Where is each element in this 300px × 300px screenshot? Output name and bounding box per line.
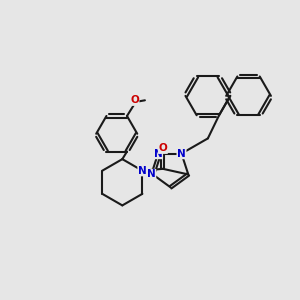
Text: N: N xyxy=(147,169,156,179)
Text: N: N xyxy=(154,148,162,159)
Text: O: O xyxy=(158,143,167,153)
Text: N: N xyxy=(138,166,147,176)
Text: N: N xyxy=(177,148,186,159)
Text: O: O xyxy=(130,95,139,105)
